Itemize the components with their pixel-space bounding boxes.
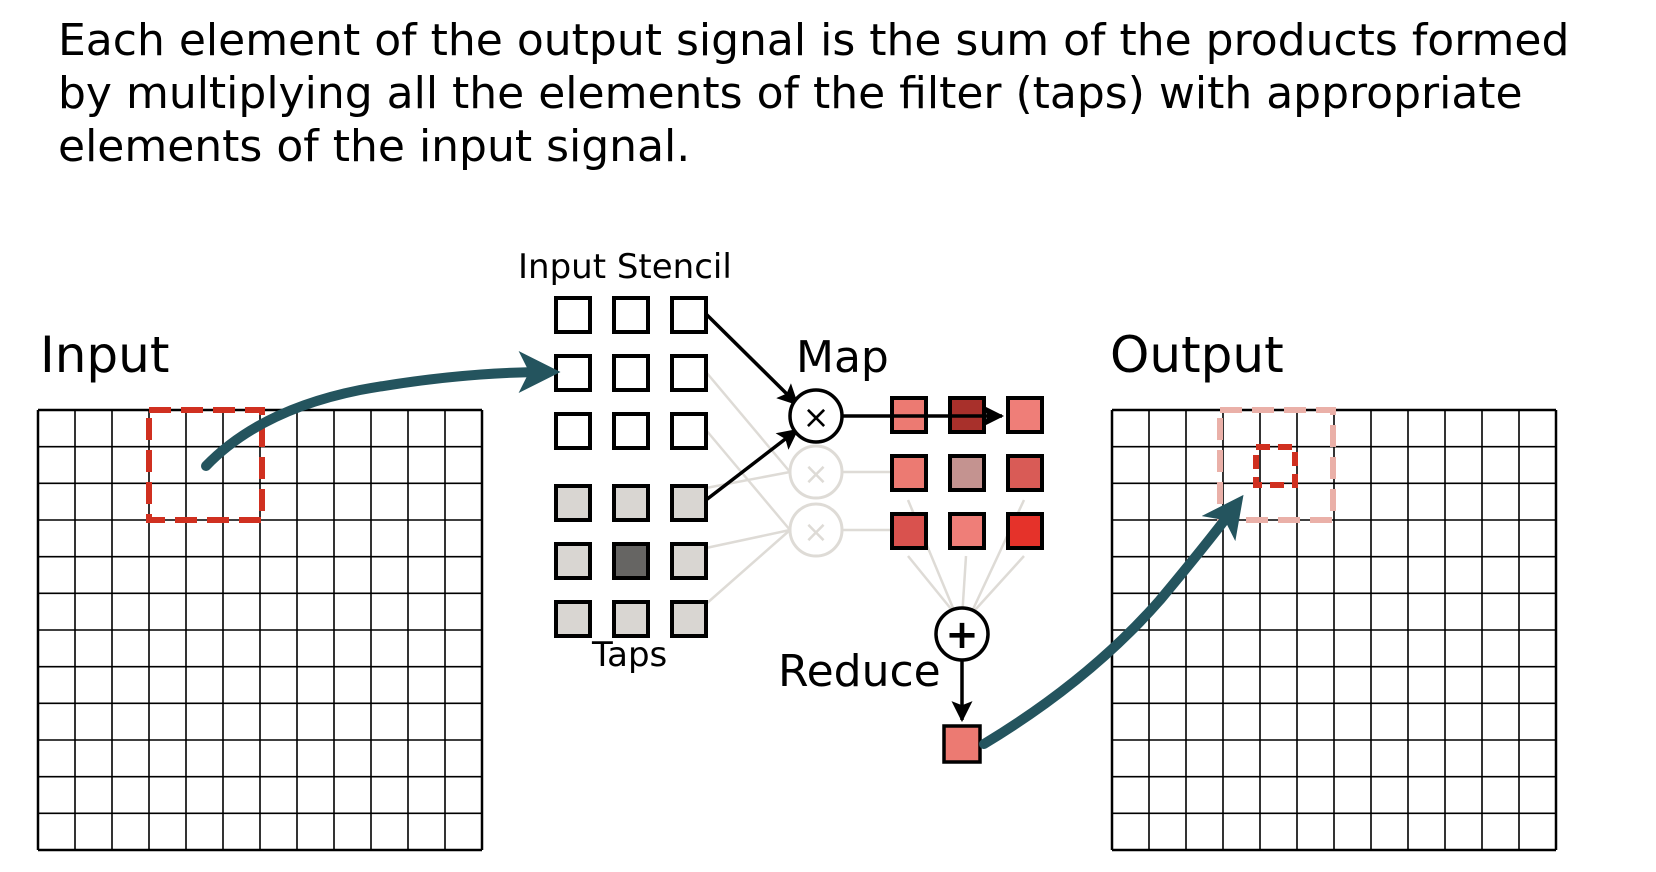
product-square	[1006, 512, 1044, 550]
svg-text:×: ×	[803, 457, 828, 492]
stencil-square	[670, 412, 708, 450]
stencil-square	[612, 296, 650, 334]
caption-line-1: Each element of the output signal is the…	[58, 15, 1570, 66]
reduce-label: Reduce	[778, 646, 941, 697]
map-label: Map	[796, 332, 889, 383]
multiply-node: ×	[788, 388, 844, 444]
input-to-stencil-arrow	[201, 351, 561, 471]
svg-text:×: ×	[803, 515, 828, 550]
add-icon: +	[945, 612, 979, 658]
tap-square	[612, 484, 650, 522]
tap-square	[612, 542, 650, 580]
caption-line-3: elements of the input signal.	[58, 121, 691, 172]
output-cell-highlight	[1253, 444, 1298, 488]
stencil-square	[670, 296, 708, 334]
taps-label: Taps	[591, 635, 667, 675]
product-square	[948, 454, 986, 492]
tap-square	[670, 600, 708, 638]
tap-square	[612, 600, 650, 638]
product-square	[1006, 396, 1044, 434]
output-neighborhood-highlight	[1217, 407, 1336, 523]
input-stencil-label: Input Stencil	[518, 247, 732, 287]
stencil-square	[554, 412, 592, 450]
stencil-square	[670, 354, 708, 392]
tap-square	[554, 484, 592, 522]
output-label: Output	[1110, 326, 1284, 384]
stencil-square	[612, 354, 650, 392]
stencil-square	[554, 354, 592, 392]
result-to-output-arrow	[979, 494, 1244, 749]
product-squares	[890, 396, 1044, 550]
stencil-square	[554, 296, 592, 334]
tap-square	[554, 542, 592, 580]
result-square	[942, 724, 982, 764]
product-square	[890, 512, 928, 550]
product-square	[948, 512, 986, 550]
caption: Each element of the output signal is the…	[58, 14, 1638, 173]
tap-square	[670, 484, 708, 522]
product-square	[1006, 454, 1044, 492]
product-square	[890, 454, 928, 492]
output-grid	[1110, 408, 1558, 852]
faded-multiply-nodes: × ×	[788, 444, 844, 558]
input-grid	[36, 408, 484, 852]
input-label: Input	[40, 326, 169, 384]
active-connections	[704, 312, 1005, 723]
stencil-square	[612, 412, 650, 450]
input-stencil-highlight	[146, 407, 265, 523]
taps-squares	[554, 484, 708, 638]
caption-line-2: by multiplying all the elements of the f…	[58, 68, 1523, 119]
reduce-node: +	[934, 606, 990, 662]
tap-square	[670, 542, 708, 580]
tap-square	[554, 600, 592, 638]
multiply-icon: ×	[803, 398, 830, 436]
input-stencil-squares	[554, 296, 708, 450]
